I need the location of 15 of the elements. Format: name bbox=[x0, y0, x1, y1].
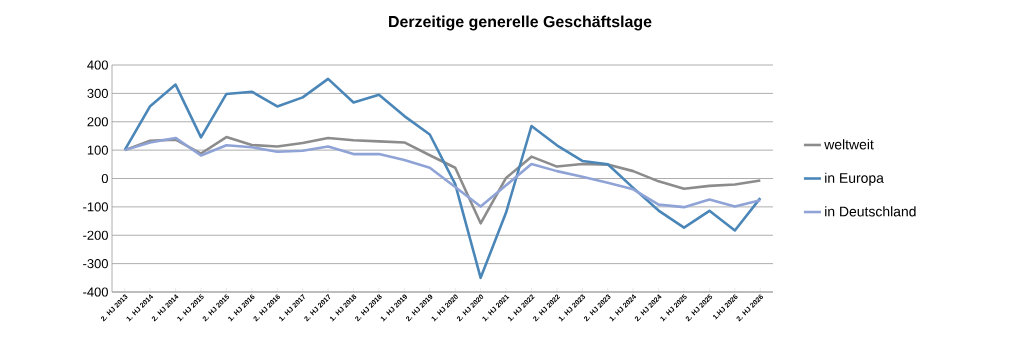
legend-label: weltweit bbox=[824, 139, 874, 150]
y-tick-label: 0 bbox=[101, 173, 108, 184]
y-tick-label: -200 bbox=[83, 230, 108, 240]
y-tick-label: -100 bbox=[83, 202, 108, 212]
line-series bbox=[123, 77, 762, 280]
legend-label: in Europa bbox=[825, 172, 884, 186]
legend-label: in Deutschland bbox=[825, 206, 916, 217]
y-tick-label: 100 bbox=[87, 145, 108, 155]
line-series bbox=[123, 136, 762, 209]
chart-title: Derzeitige generelle Geschäftslage bbox=[389, 15, 652, 31]
y-tick-label: 200 bbox=[87, 117, 108, 127]
y-tick-label: 400 bbox=[87, 60, 108, 70]
y-tick-label: -300 bbox=[83, 259, 108, 269]
y-tick-label: -400 bbox=[83, 287, 108, 297]
y-tick-label: 300 bbox=[87, 88, 108, 98]
